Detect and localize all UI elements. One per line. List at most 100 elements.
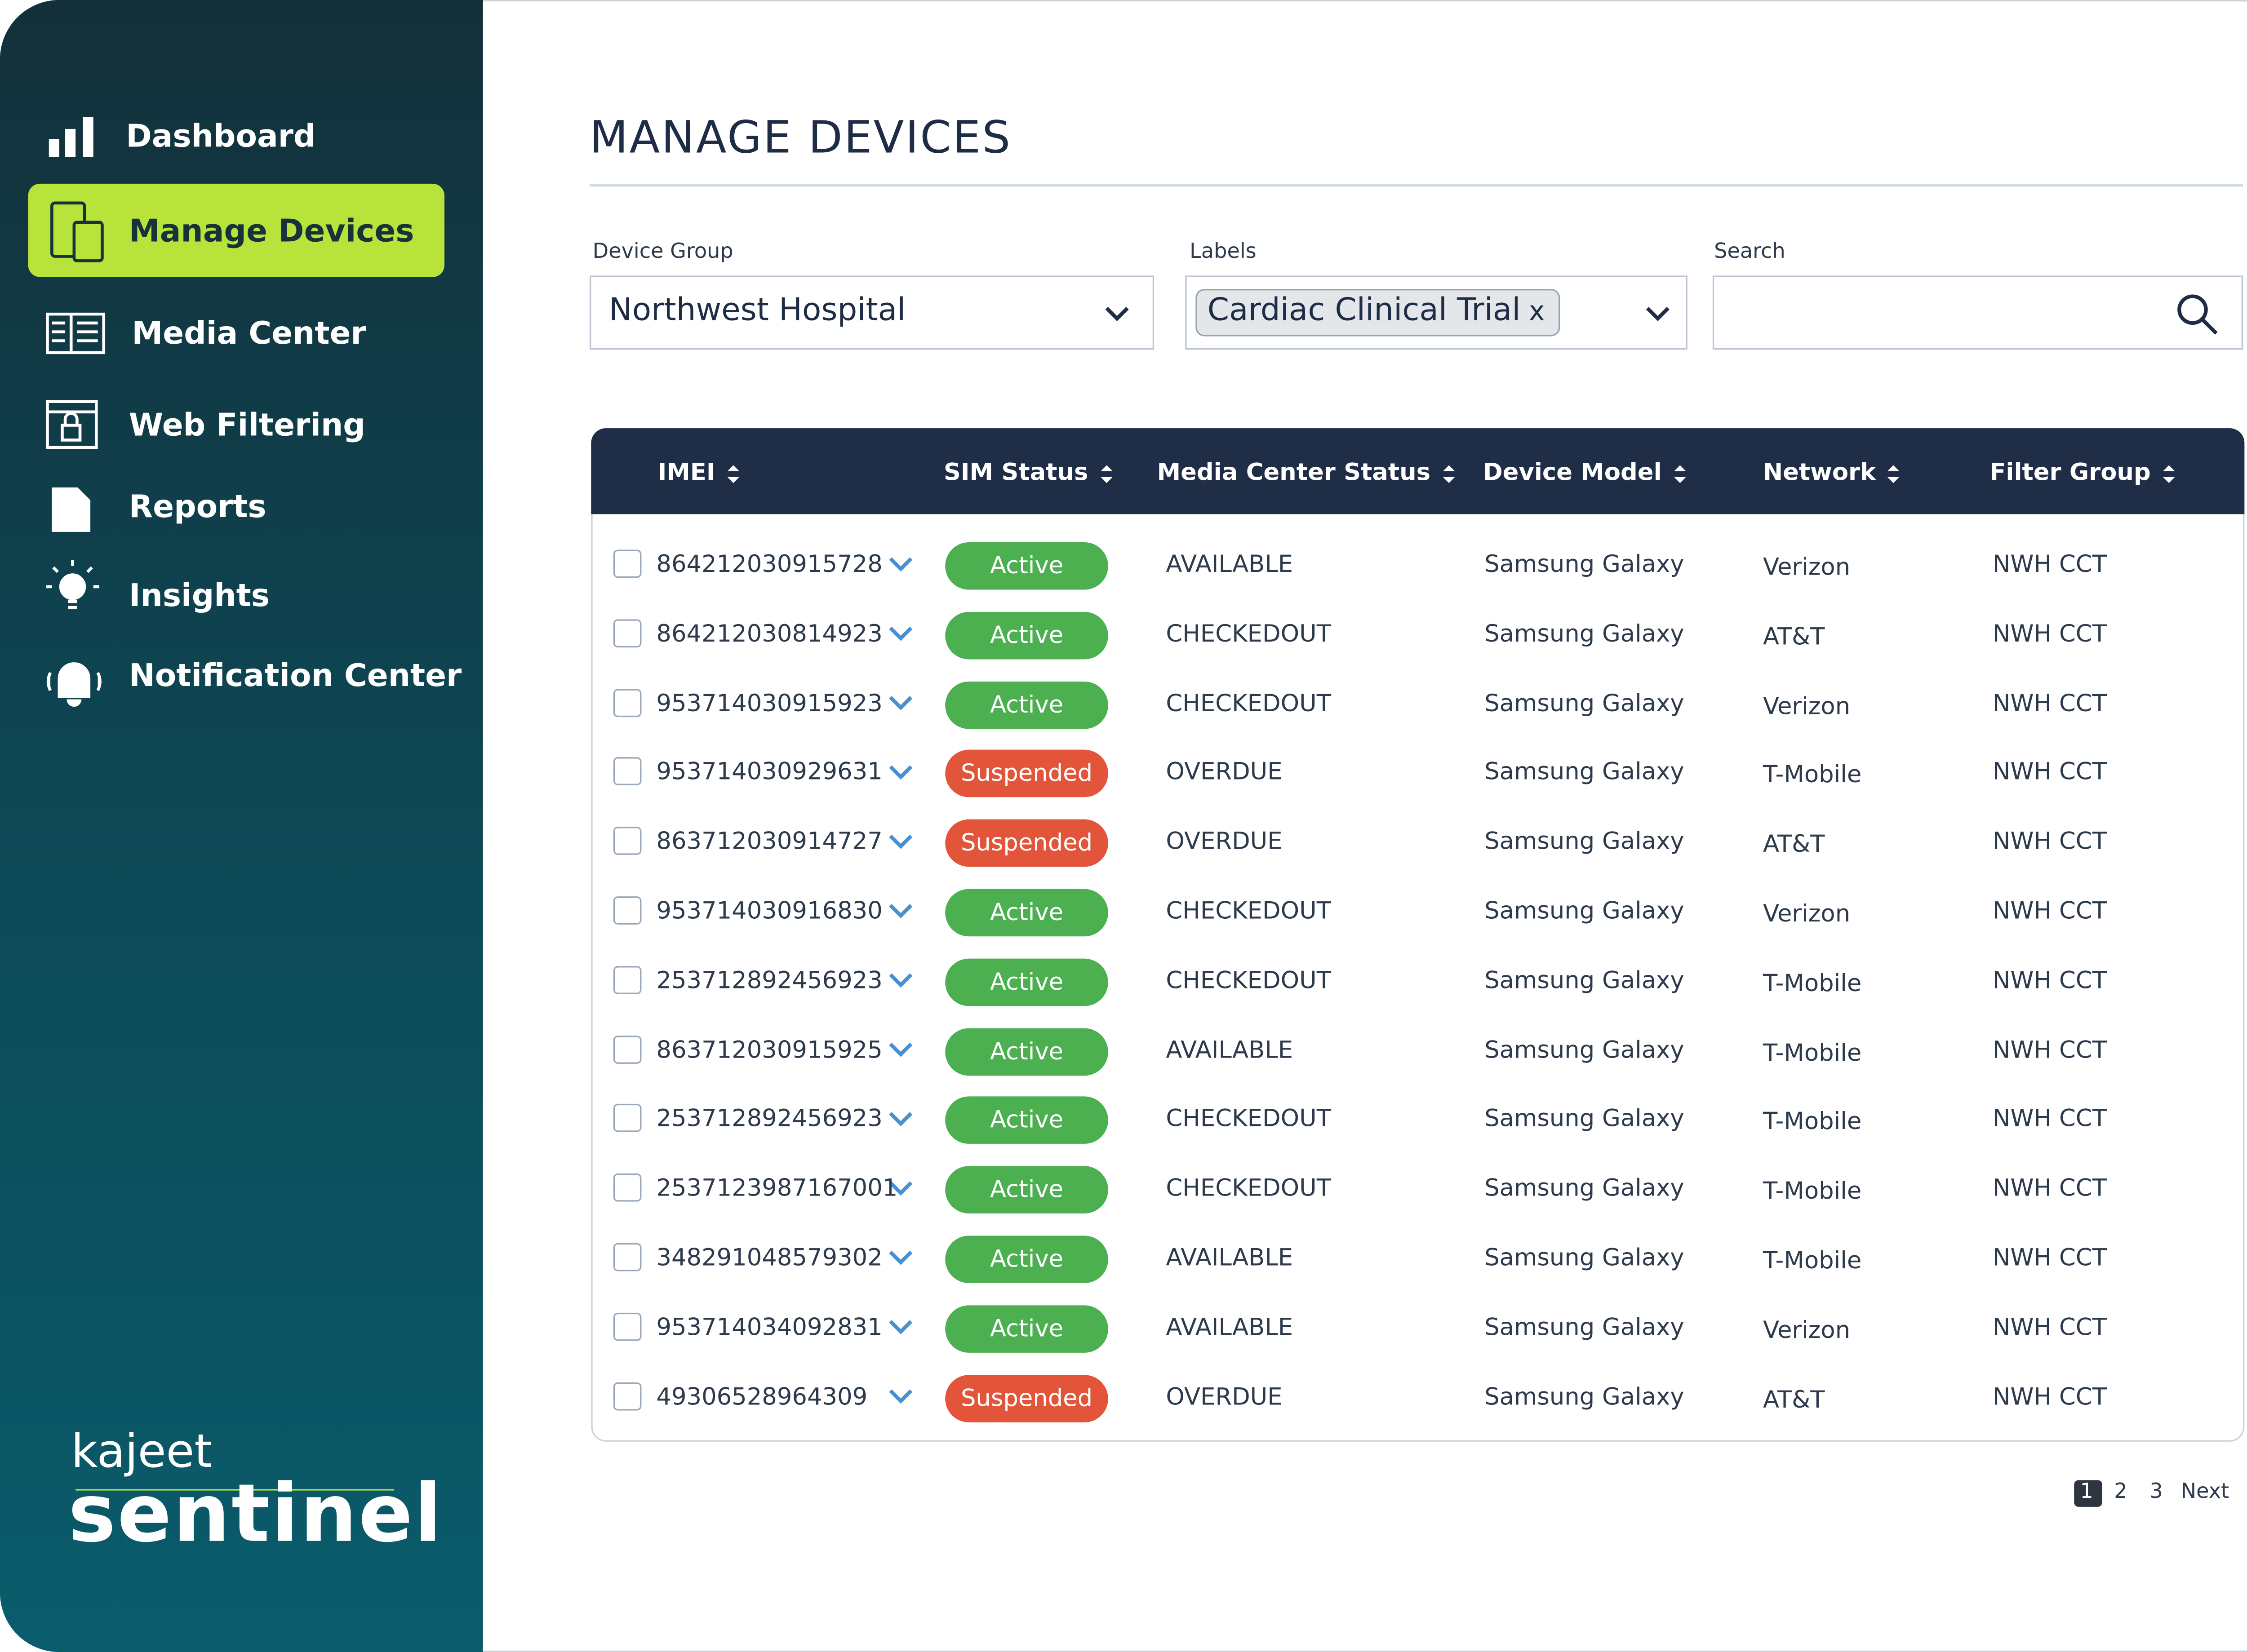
label-chip[interactable] bbox=[1195, 289, 1560, 337]
cell: NWH CCT bbox=[1992, 1312, 2107, 1341]
cell: AT&T bbox=[1763, 830, 1825, 859]
cell: Samsung Galaxy bbox=[1484, 1174, 1684, 1202]
device-group-select[interactable] bbox=[590, 275, 1155, 350]
checkbox[interactable] bbox=[613, 757, 642, 786]
cell: 2537123987167001 bbox=[656, 1174, 898, 1202]
checkbox[interactable] bbox=[613, 1243, 642, 1271]
cell: Samsung Galaxy bbox=[1484, 549, 1684, 578]
cell: Samsung Galaxy bbox=[1484, 1382, 1684, 1410]
title-rule bbox=[590, 183, 2243, 187]
page-current-bg bbox=[2074, 1480, 2102, 1507]
cell: AVAILABLE bbox=[1166, 1312, 1293, 1341]
filter-label: Device Group bbox=[592, 240, 733, 264]
icon bbox=[889, 626, 913, 641]
cell: AVAILABLE bbox=[1166, 1243, 1293, 1271]
page-link[interactable]: 2 bbox=[2114, 1480, 2127, 1504]
checkbox[interactable] bbox=[613, 896, 642, 925]
icon bbox=[889, 1389, 913, 1404]
cell: CHECKEDOUT bbox=[1166, 1174, 1331, 1202]
icon bbox=[889, 973, 913, 988]
icon bbox=[727, 465, 740, 483]
column-header[interactable]: Filter Group bbox=[1989, 458, 2151, 486]
chip-text: Cardiac Clinical Trial bbox=[1207, 292, 1521, 328]
cell: T-Mobile bbox=[1763, 1177, 1862, 1205]
icon bbox=[889, 1181, 913, 1196]
sim-status: Active bbox=[945, 1097, 1108, 1145]
cell: T-Mobile bbox=[1763, 1107, 1862, 1136]
nav-item[interactable]: Manage Devices bbox=[129, 213, 414, 249]
cell: 864212030915728 bbox=[656, 549, 883, 578]
cell: NWH CCT bbox=[1992, 1174, 2107, 1202]
cell: 348291048579302 bbox=[656, 1243, 883, 1271]
checkbox[interactable] bbox=[613, 827, 642, 855]
checkbox[interactable] bbox=[613, 619, 642, 647]
checkbox[interactable] bbox=[613, 1382, 642, 1410]
cell: 953714030916830 bbox=[656, 896, 883, 925]
cell: Samsung Galaxy bbox=[1484, 688, 1684, 717]
checkbox[interactable] bbox=[613, 688, 642, 717]
nav-item[interactable]: Web Filtering bbox=[129, 407, 365, 443]
cell: 863712030915925 bbox=[656, 1035, 883, 1063]
cell: Samsung Galaxy bbox=[1484, 966, 1684, 994]
cell: T-Mobile bbox=[1763, 1038, 1862, 1067]
sim-status: Active bbox=[945, 611, 1108, 659]
cell: 253712892456923 bbox=[656, 1104, 883, 1133]
cell: 864212030814923 bbox=[656, 619, 883, 647]
brand-bottom: sentinel bbox=[68, 1466, 444, 1560]
cell: AVAILABLE bbox=[1166, 549, 1293, 578]
nav-item[interactable]: Dashboard bbox=[126, 118, 316, 154]
brand-rule bbox=[75, 1489, 394, 1491]
page-link[interactable]: Next bbox=[2180, 1480, 2229, 1504]
cell: T-Mobile bbox=[1763, 1246, 1862, 1275]
nav-item[interactable]: Media Center bbox=[132, 315, 366, 351]
sim-status: Active bbox=[945, 1028, 1108, 1075]
column-header[interactable]: Network bbox=[1763, 458, 1876, 486]
icon bbox=[889, 557, 913, 572]
sim-status: Active bbox=[945, 542, 1108, 590]
cell: AVAILABLE bbox=[1166, 1035, 1293, 1063]
nav-item[interactable]: Reports bbox=[129, 489, 266, 525]
chip-close[interactable]: x bbox=[1529, 296, 1545, 328]
filter-label: Search bbox=[1714, 240, 1785, 264]
page-link[interactable]: 3 bbox=[2149, 1480, 2163, 1504]
cell: Samsung Galaxy bbox=[1484, 619, 1684, 647]
checkbox[interactable] bbox=[613, 1312, 642, 1341]
column-header[interactable]: IMEI bbox=[657, 458, 715, 486]
checkbox[interactable] bbox=[613, 1035, 642, 1063]
page-title: MANAGE DEVICES bbox=[590, 112, 1012, 165]
cell: NWH CCT bbox=[1992, 1243, 2107, 1271]
checkbox[interactable] bbox=[613, 1104, 642, 1133]
checkbox[interactable] bbox=[613, 966, 642, 994]
nav-item[interactable]: Insights bbox=[129, 578, 270, 614]
column-header[interactable]: SIM Status bbox=[943, 458, 1088, 486]
column-header[interactable]: Media Center Status bbox=[1157, 458, 1431, 486]
cell: Samsung Galaxy bbox=[1484, 827, 1684, 855]
cell: NWH CCT bbox=[1992, 896, 2107, 925]
nav-item[interactable]: Notification Center bbox=[129, 658, 462, 694]
cell: 953714030929631 bbox=[656, 757, 883, 786]
cell: Samsung Galaxy bbox=[1484, 1035, 1684, 1063]
cell: CHECKEDOUT bbox=[1166, 966, 1331, 994]
cell: Verizon bbox=[1763, 1315, 1851, 1344]
icon bbox=[1101, 465, 1113, 483]
cell: Samsung Galaxy bbox=[1484, 1243, 1684, 1271]
sim-status: Active bbox=[945, 889, 1108, 937]
cell: OVERDUE bbox=[1166, 827, 1283, 855]
icon bbox=[889, 1042, 913, 1057]
checkbox[interactable] bbox=[613, 1174, 642, 1202]
cell: AT&T bbox=[1763, 1385, 1825, 1413]
checkbox[interactable] bbox=[613, 549, 642, 578]
icon bbox=[1443, 465, 1455, 483]
search-input[interactable] bbox=[1712, 275, 2243, 350]
cell: NWH CCT bbox=[1992, 757, 2107, 786]
cell: T-Mobile bbox=[1763, 761, 1862, 789]
icon bbox=[2163, 465, 2175, 483]
icon bbox=[1674, 465, 1686, 483]
cell: 253712892456923 bbox=[656, 966, 883, 994]
cell: 953714034092831 bbox=[656, 1312, 883, 1341]
page-link[interactable]: 1 bbox=[2080, 1480, 2093, 1504]
sim-status: Active bbox=[945, 1166, 1108, 1214]
column-header[interactable]: Device Model bbox=[1483, 458, 1662, 486]
